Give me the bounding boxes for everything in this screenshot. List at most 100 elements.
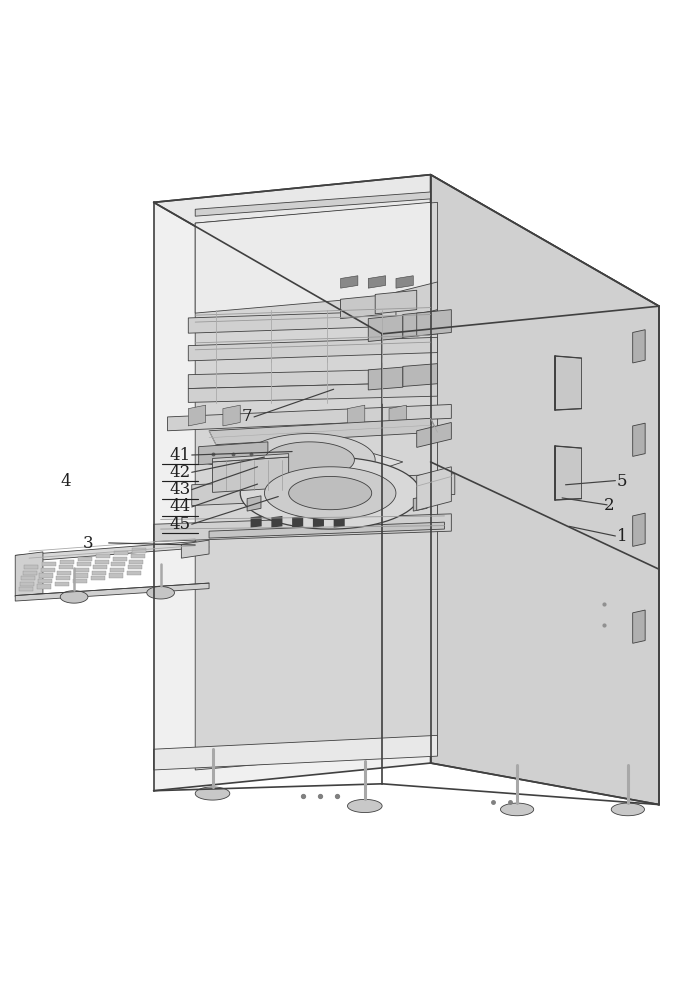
Polygon shape xyxy=(396,276,414,288)
Polygon shape xyxy=(251,516,261,528)
Polygon shape xyxy=(244,434,375,486)
Polygon shape xyxy=(403,311,437,337)
Text: 1: 1 xyxy=(617,528,628,545)
Polygon shape xyxy=(368,315,403,341)
Polygon shape xyxy=(368,276,386,288)
Polygon shape xyxy=(500,803,534,816)
Polygon shape xyxy=(192,474,455,506)
Polygon shape xyxy=(417,467,451,510)
Polygon shape xyxy=(79,557,92,561)
Polygon shape xyxy=(213,454,288,462)
Polygon shape xyxy=(213,457,288,492)
Polygon shape xyxy=(114,551,128,555)
Polygon shape xyxy=(188,382,437,402)
Polygon shape xyxy=(188,337,437,361)
Polygon shape xyxy=(431,175,659,805)
Polygon shape xyxy=(632,610,645,643)
Polygon shape xyxy=(313,516,324,528)
Polygon shape xyxy=(110,568,124,572)
Polygon shape xyxy=(199,450,403,474)
Polygon shape xyxy=(40,573,54,578)
Polygon shape xyxy=(611,803,644,816)
Polygon shape xyxy=(15,583,209,601)
Polygon shape xyxy=(90,576,104,580)
Polygon shape xyxy=(154,514,451,542)
Text: 41: 41 xyxy=(170,447,190,464)
Polygon shape xyxy=(292,516,303,528)
Polygon shape xyxy=(167,404,451,431)
Polygon shape xyxy=(154,735,437,770)
Polygon shape xyxy=(59,565,73,569)
Polygon shape xyxy=(188,310,437,333)
Polygon shape xyxy=(20,582,34,586)
Polygon shape xyxy=(147,587,174,599)
Polygon shape xyxy=(195,202,431,313)
Text: 7: 7 xyxy=(242,408,252,425)
Polygon shape xyxy=(195,202,437,770)
Text: 2: 2 xyxy=(604,497,614,514)
Polygon shape xyxy=(195,787,230,800)
Polygon shape xyxy=(73,579,87,583)
Polygon shape xyxy=(15,542,209,561)
Polygon shape xyxy=(209,522,444,538)
Polygon shape xyxy=(414,496,427,511)
Polygon shape xyxy=(95,560,108,564)
Text: 45: 45 xyxy=(170,516,190,533)
Polygon shape xyxy=(108,573,122,578)
Polygon shape xyxy=(58,571,72,575)
Polygon shape xyxy=(41,568,55,572)
Polygon shape xyxy=(265,442,354,478)
Polygon shape xyxy=(288,476,372,510)
Polygon shape xyxy=(247,496,261,511)
Text: 5: 5 xyxy=(617,473,628,490)
Polygon shape xyxy=(129,560,143,564)
Polygon shape xyxy=(403,364,437,386)
Text: 42: 42 xyxy=(170,464,190,481)
Polygon shape xyxy=(93,565,107,569)
Polygon shape xyxy=(188,368,437,389)
Polygon shape xyxy=(341,276,358,288)
Polygon shape xyxy=(240,457,420,529)
Polygon shape xyxy=(15,552,43,597)
Polygon shape xyxy=(55,582,69,586)
Polygon shape xyxy=(195,192,431,216)
Polygon shape xyxy=(132,548,146,553)
Polygon shape xyxy=(19,587,33,591)
Polygon shape xyxy=(56,576,70,580)
Polygon shape xyxy=(60,591,88,603)
Polygon shape xyxy=(128,565,142,569)
Polygon shape xyxy=(417,310,451,336)
Polygon shape xyxy=(154,175,431,791)
Polygon shape xyxy=(113,557,126,561)
Text: 3: 3 xyxy=(83,535,93,552)
Polygon shape xyxy=(389,405,407,426)
Polygon shape xyxy=(417,422,451,447)
Text: 43: 43 xyxy=(170,481,190,498)
Polygon shape xyxy=(126,571,140,575)
Polygon shape xyxy=(199,442,268,465)
Polygon shape xyxy=(92,571,106,575)
Polygon shape xyxy=(265,467,396,519)
Polygon shape xyxy=(37,584,51,589)
Polygon shape xyxy=(111,562,125,566)
Polygon shape xyxy=(555,356,582,410)
Polygon shape xyxy=(341,295,382,319)
Polygon shape xyxy=(22,576,35,580)
Polygon shape xyxy=(348,405,365,426)
Polygon shape xyxy=(131,554,145,558)
Polygon shape xyxy=(77,562,90,566)
Polygon shape xyxy=(632,423,645,456)
Polygon shape xyxy=(632,513,645,546)
Polygon shape xyxy=(396,282,437,320)
Polygon shape xyxy=(74,573,88,578)
Text: 4: 4 xyxy=(60,473,71,490)
Polygon shape xyxy=(555,446,582,500)
Polygon shape xyxy=(271,516,282,528)
Text: 44: 44 xyxy=(170,498,190,515)
Polygon shape xyxy=(23,571,37,575)
Polygon shape xyxy=(348,799,382,813)
Polygon shape xyxy=(375,290,417,314)
Polygon shape xyxy=(96,554,110,558)
Polygon shape xyxy=(209,418,437,445)
Polygon shape xyxy=(334,516,345,528)
